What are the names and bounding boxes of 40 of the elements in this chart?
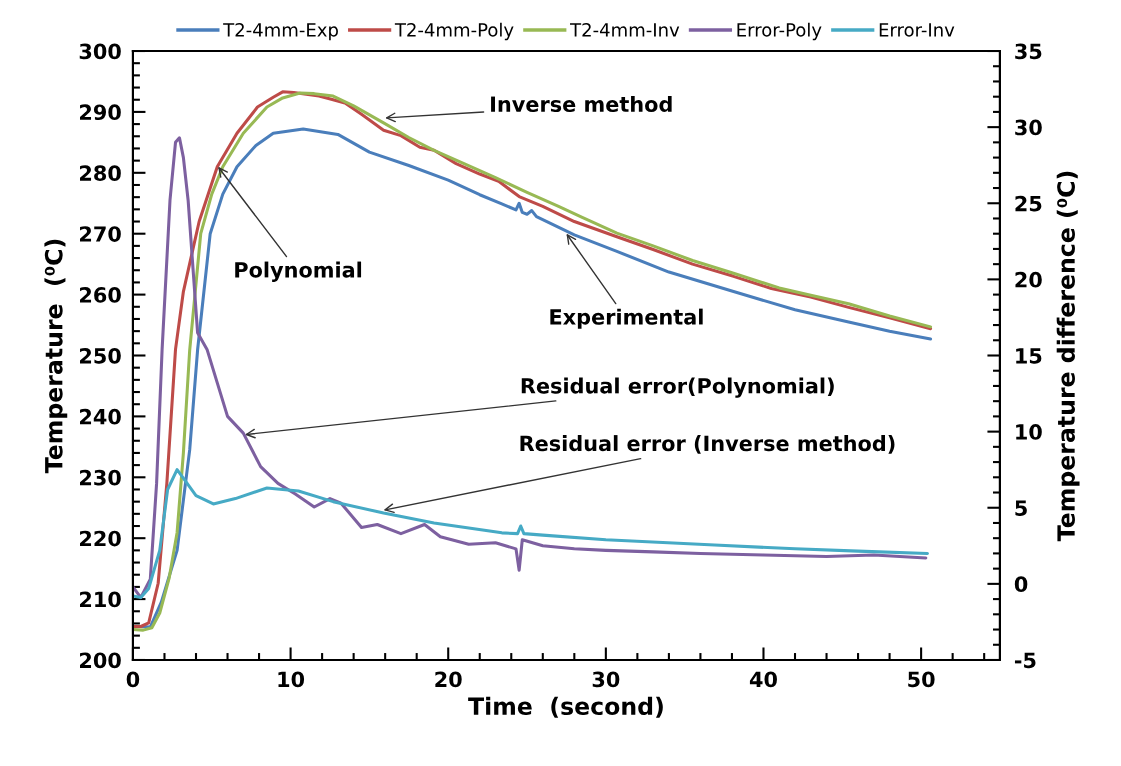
y-tick-label: 280 [80,165,121,182]
y-tick-label: 290 [80,104,121,121]
x-tick-label: 20 [435,671,462,688]
y2-tick-label: 5 [1015,500,1027,516]
y-tick-label: 220 [80,530,121,547]
x-tick-label: 50 [908,671,935,688]
y-tick-label: 270 [80,226,121,242]
annotation: Inverse method [491,95,672,113]
x-tick-label: 30 [592,671,620,688]
y-tick-label: 210 [80,591,121,608]
y-tick-label: 300 [79,43,121,60]
y-tick-label: 200 [80,652,121,669]
y2-axis-title: Temperature difference (⁰C) [1056,171,1080,542]
legend-label: Error-Poly [737,22,822,41]
y-tick-label: 240 [80,408,121,425]
y-tick-label: 250 [80,347,121,364]
y2-tick-label: 10 [1016,424,1042,440]
y2-tick-label: 15 [1016,348,1042,364]
x-axis-title: Time (second) [468,696,663,718]
y2-tick-label: 0 [1014,576,1028,593]
y-axis-title: Temperature (⁰C) [44,239,68,474]
y2-tick-label: 25 [1015,195,1042,212]
y2-tick-label: 35 [1015,43,1042,60]
annotation: Experimental [550,308,703,329]
annotation: Residual error(Polynomial) [521,377,834,398]
y2-tick-label: -5 [1014,652,1036,669]
y-tick-label: 230 [80,469,121,486]
x-tick-label: 0 [126,671,140,688]
legend-label: Error-Inv [879,23,955,37]
y2-tick-label: 30 [1015,119,1042,136]
y2-tick-label: 20 [1015,271,1042,288]
y-tick-label: 260 [80,287,121,303]
x-tick-label: 40 [749,671,777,688]
annotation: Residual error (Inverse method) [520,435,895,454]
legend-label: T2-4mm-Exp [223,23,338,41]
x-tick-label: 10 [278,671,305,688]
line-series [132,468,929,600]
legend-label: T2-4mm-Poly [394,22,514,41]
legend-label: T2-4mm-Inv [570,23,680,37]
annotation: Polynomial [235,261,362,282]
